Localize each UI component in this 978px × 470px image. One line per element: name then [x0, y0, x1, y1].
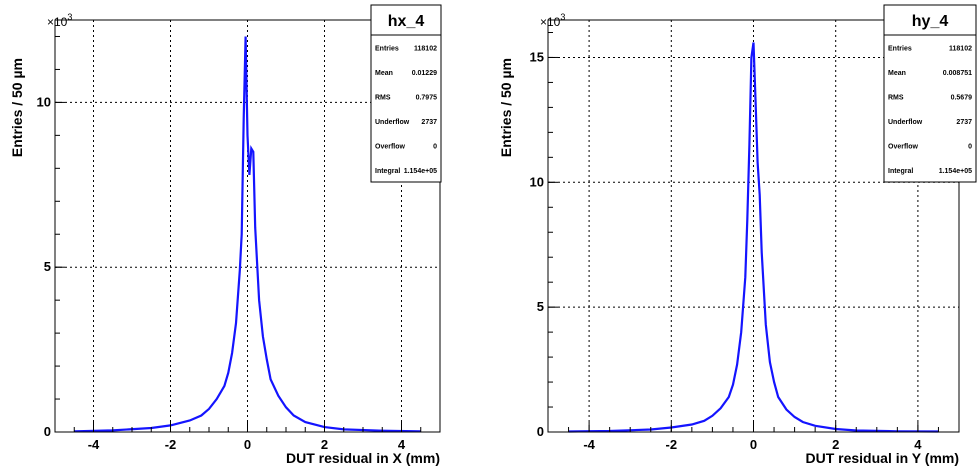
y-tick-label: 0	[44, 424, 51, 439]
stats-box-title: hx_4	[388, 13, 425, 30]
x-tick-label: 0	[244, 437, 251, 452]
x-tick-label: -2	[165, 437, 177, 452]
stat-label: RMS	[888, 94, 904, 101]
histogram-series-line	[74, 36, 421, 433]
y-exponent-power: 3	[560, 12, 565, 22]
stat-value: 1.154e+05	[939, 168, 972, 175]
stat-value: 1.154e+05	[404, 168, 437, 175]
hy-histogram-chart: -4 -2 0 2 4 0 5 10 15 ×103 DUT residual in Y (mm) E…	[498, 4, 977, 466]
y-tick-label: 10	[530, 174, 544, 189]
stat-label: Underflow	[888, 119, 923, 126]
stat-label: Entries	[375, 45, 399, 52]
x-tick-label: -4	[583, 437, 595, 452]
x-tick-label: 4	[398, 437, 406, 452]
stat-label: RMS	[375, 94, 391, 101]
y-tick-label: 0	[537, 424, 544, 439]
y-tick-label: 10	[37, 94, 51, 109]
stat-value: 0.7975	[416, 94, 438, 101]
stat-value: 0	[968, 143, 972, 150]
x-tick-label: 2	[321, 437, 328, 452]
y-axis-label: Entries / 50 µm	[9, 58, 25, 157]
stats-box-title: hy_4	[912, 13, 949, 30]
stat-value: 118102	[949, 45, 972, 52]
y-exponent-label: ×103	[540, 12, 565, 29]
stats-box: hx_4 Entries 118102 Mean 0.01229 RMS 0.7975 Und…	[370, 4, 442, 183]
y-tick-label: 5	[44, 259, 51, 274]
x-tick-label: 4	[914, 437, 922, 452]
x-tick-label: 2	[832, 437, 839, 452]
x-axis-label: DUT residual in Y (mm)	[805, 450, 959, 466]
histogram-series-line	[568, 42, 939, 433]
x-tick-label: -4	[88, 437, 100, 452]
stat-label: Entries	[888, 45, 912, 52]
stat-value: 118102	[414, 45, 437, 52]
y-exponent-label: ×103	[47, 12, 72, 29]
stat-label: Mean	[888, 70, 906, 77]
stat-label: Underflow	[375, 119, 410, 126]
x-tick-label: 0	[750, 437, 757, 452]
stat-value: 2737	[421, 119, 437, 126]
x-tick-label: -2	[666, 437, 678, 452]
stat-label: Overflow	[375, 143, 406, 150]
stat-label: Overflow	[888, 143, 919, 150]
stat-value: 0.01229	[412, 70, 437, 77]
y-axis-label: Entries / 50 µm	[498, 58, 514, 157]
stat-label: Mean	[375, 70, 393, 77]
stat-value: 0	[433, 143, 437, 150]
stat-label: Integral	[888, 168, 913, 175]
y-exponent-base: ×10	[47, 15, 68, 29]
stats-box: hy_4 Entries 118102 Mean 0.008751 RMS 0.5679 Un…	[883, 4, 977, 183]
stat-value: 0.008751	[943, 70, 972, 77]
stat-value: 2737	[956, 119, 972, 126]
stat-value: 0.5679	[951, 94, 973, 101]
x-axis-label: DUT residual in X (mm)	[286, 450, 440, 466]
y-tick-label: 5	[537, 299, 544, 314]
y-exponent-power: 3	[67, 12, 72, 22]
y-tick-label: 15	[530, 49, 544, 64]
y-exponent-base: ×10	[540, 15, 561, 29]
hx-histogram-chart: -4 -2 0 2 4 0 5 10 ×103 DUT residual in X (mm) Ent…	[9, 4, 442, 466]
stat-label: Integral	[375, 168, 400, 175]
